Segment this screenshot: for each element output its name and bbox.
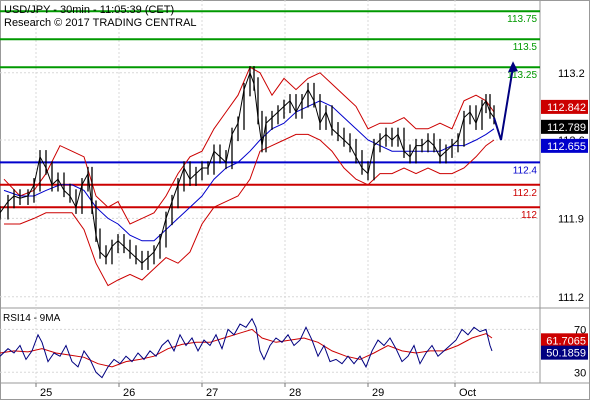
- last-price-badge-bg: [541, 119, 588, 134]
- rsi-line: [0, 317, 493, 379]
- moving-average-line: [3, 100, 495, 242]
- rsi-ma-value-badge: 50.1859: [546, 348, 586, 360]
- projection-arrowhead: [508, 61, 518, 73]
- upper-band-line: [3, 66, 495, 225]
- chart-title: USD/JPY - 30min - 11:05:39 (CET): [4, 4, 174, 16]
- price-gridlines: [0, 72, 540, 298]
- rsi-ma-value-badge-bg: [541, 345, 588, 360]
- level-label: 113.75: [507, 14, 537, 25]
- time-tick-label: 26: [123, 387, 135, 399]
- upper-band-badge: 112.842: [547, 102, 586, 114]
- support-resistance-levels: 113.75 113.5 113.25 112.4 112.2 112: [0, 10, 540, 221]
- time-tick-label: 27: [206, 387, 218, 399]
- bollinger-bands: [3, 66, 495, 287]
- close-line: [0, 71, 495, 264]
- price-tick-label: 111.9: [558, 213, 584, 225]
- rsi-value-badge-bg: [541, 333, 588, 348]
- level-label: 112.2: [513, 188, 538, 199]
- rsi-value-badge: 61.7065: [546, 335, 586, 347]
- projection-line: [493, 67, 514, 141]
- rsi-series: [0, 317, 493, 379]
- time-axis-labels: 25 26 27 28 29 Oct: [35, 383, 476, 399]
- level-label: 112: [521, 210, 537, 221]
- lower-band-line: [4, 133, 495, 287]
- level-label: 113.25: [507, 70, 537, 81]
- last-price-badge: 112.789: [547, 122, 586, 134]
- time-tick-label: 28: [289, 387, 301, 399]
- rsi-title: RSI14 - 9MA: [3, 313, 61, 324]
- moving-average-badge: 112.655: [547, 141, 586, 153]
- level-label: 113.5: [513, 42, 538, 53]
- price-badges: 112.842 112.789 112.655: [541, 99, 588, 153]
- chart-subtitle: Research © 2017 TRADING CENTRAL: [4, 17, 197, 29]
- price-tick-label: 111.2: [558, 292, 584, 304]
- rsi-gridlines: [0, 328, 540, 373]
- rsi-tick-label: 30: [574, 367, 586, 379]
- level-label: 112.4: [513, 165, 538, 176]
- moving-average-badge-bg: [541, 138, 588, 153]
- projection-arrow: [493, 61, 518, 141]
- time-tick-label: 29: [372, 387, 384, 399]
- time-tick-label: Oct: [459, 387, 476, 399]
- time-tick-label: 25: [40, 387, 52, 399]
- upper-band-badge-bg: [541, 99, 588, 114]
- price-series: [0, 66, 495, 270]
- price-tick-label: 113.2: [558, 68, 585, 80]
